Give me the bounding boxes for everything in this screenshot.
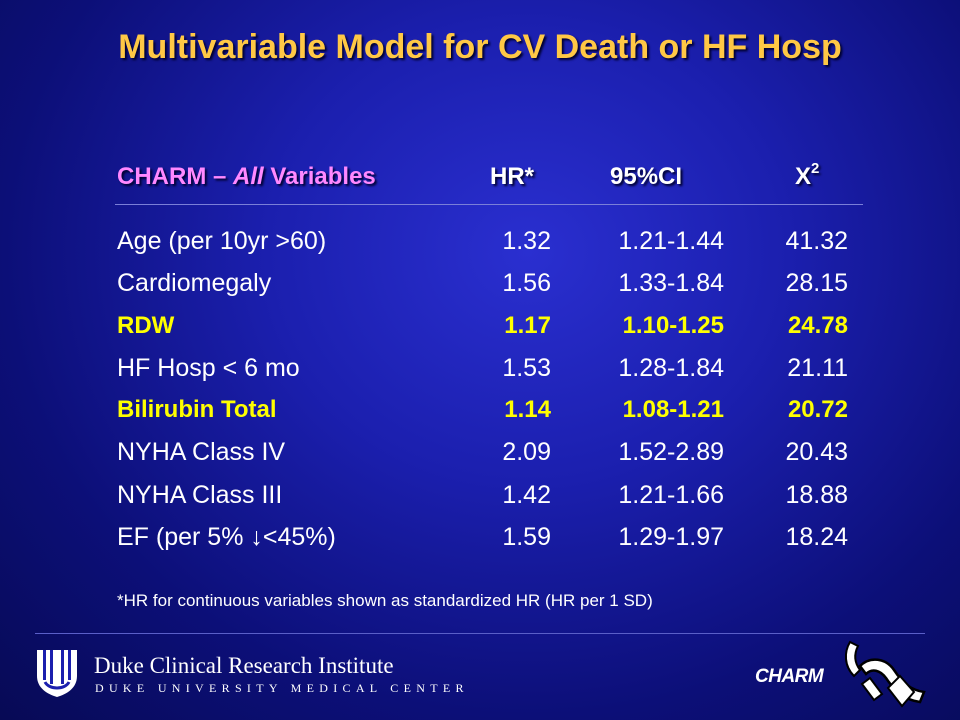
header-divider bbox=[115, 204, 863, 205]
header-x2-base: X bbox=[795, 163, 812, 190]
variable-label: HF Hosp < 6 mo bbox=[117, 354, 300, 382]
ci-value: 1.08-1.21 bbox=[622, 396, 724, 423]
variable-label: Cardiomegaly bbox=[117, 269, 272, 297]
variable-label: NYHA Class IV bbox=[117, 438, 286, 466]
table-row: Bilirubin Total 1.14 1.08-1.21 20.72 bbox=[0, 396, 960, 436]
hr-value: 1.42 bbox=[502, 481, 551, 509]
ci-value: 1.29-1.97 bbox=[618, 523, 724, 551]
hr-value: 1.53 bbox=[502, 354, 551, 382]
variable-label: Bilirubin Total bbox=[117, 396, 277, 423]
hr-value: 1.14 bbox=[504, 396, 551, 423]
column-header-variables: CHARM – All Variables bbox=[117, 163, 376, 191]
header-label-italic: All bbox=[233, 163, 264, 190]
variable-label: NYHA Class III bbox=[117, 481, 283, 509]
column-header-hr: HR* bbox=[490, 163, 535, 190]
table-row: NYHA Class IV 2.09 1.52-2.89 20.43 bbox=[0, 438, 960, 478]
table-row: HF Hosp < 6 mo 1.53 1.28-1.84 21.11 bbox=[0, 354, 960, 394]
duke-shield-logo-icon bbox=[37, 650, 77, 697]
chi-square-value: 28.15 bbox=[785, 269, 848, 297]
variable-label: Age (per 10yr >60) bbox=[117, 227, 327, 255]
chi-square-value: 20.72 bbox=[787, 396, 848, 423]
hr-value: 1.17 bbox=[504, 312, 551, 339]
column-header-chi-square: X2 bbox=[795, 160, 820, 191]
hr-value: 1.56 bbox=[502, 269, 551, 297]
hr-value: 1.32 bbox=[502, 227, 551, 255]
footer-divider bbox=[35, 633, 925, 634]
table-row: Cardiomegaly 1.56 1.33-1.84 28.15 bbox=[0, 269, 960, 309]
table-row: RDW 1.17 1.10-1.25 24.78 bbox=[0, 312, 960, 352]
footnote: *HR for continuous variables shown as st… bbox=[117, 591, 653, 610]
column-header-ci: 95%CI bbox=[610, 163, 683, 190]
header-label-prefix: CHARM – bbox=[117, 163, 234, 190]
header-label-suffix: Variables bbox=[263, 163, 376, 190]
chi-square-value: 18.24 bbox=[785, 523, 848, 551]
ci-value: 1.21-1.66 bbox=[618, 481, 724, 509]
variable-label: EF (per 5% ↓<45%) bbox=[117, 523, 336, 551]
charm-wordmark: CHARM bbox=[755, 666, 824, 687]
hr-value: 2.09 bbox=[502, 438, 551, 466]
chi-square-value: 18.88 bbox=[785, 481, 848, 509]
chi-square-value: 41.32 bbox=[785, 227, 848, 255]
chi-square-value: 21.11 bbox=[787, 354, 848, 382]
table-row: Age (per 10yr >60) 1.32 1.21-1.44 41.32 bbox=[0, 227, 960, 267]
variable-label: RDW bbox=[117, 312, 175, 339]
ci-value: 1.21-1.44 bbox=[618, 227, 724, 255]
chi-square-value: 20.43 bbox=[785, 438, 848, 466]
table-row: EF (per 5% ↓<45%) 1.59 1.29-1.97 18.24 bbox=[0, 523, 960, 563]
ci-value: 1.52-2.89 bbox=[618, 438, 724, 466]
hr-value: 1.59 bbox=[502, 523, 551, 551]
institute-name: Duke Clinical Research Institute bbox=[94, 653, 394, 678]
ci-value: 1.10-1.25 bbox=[622, 312, 724, 339]
table-row: NYHA Class III 1.42 1.21-1.66 18.88 bbox=[0, 481, 960, 521]
slide-title: Multivariable Model for CV Death or HF H… bbox=[118, 28, 842, 66]
charm-trial-logo-icon bbox=[844, 640, 926, 708]
medical-center-name: DUKE UNIVERSITY MEDICAL CENTER bbox=[95, 681, 469, 695]
ci-value: 1.33-1.84 bbox=[618, 269, 724, 297]
header-x2-superscript: 2 bbox=[811, 160, 820, 177]
ci-value: 1.28-1.84 bbox=[618, 354, 724, 382]
chi-square-value: 24.78 bbox=[787, 312, 848, 339]
